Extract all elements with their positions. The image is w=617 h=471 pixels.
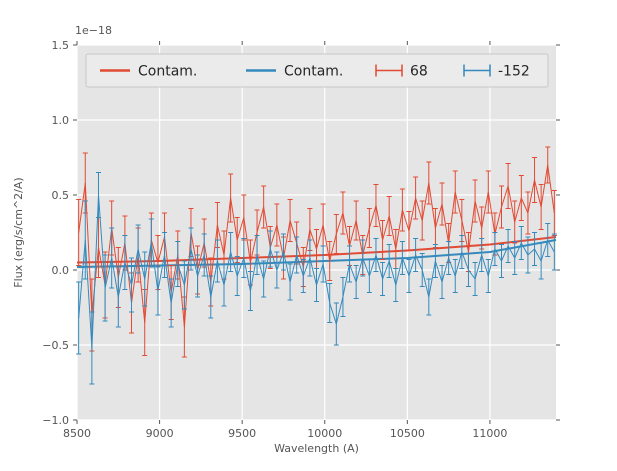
x-tick-label: 10000 xyxy=(307,427,342,440)
legend-entry: Contam. xyxy=(100,64,197,80)
y-tick-label: −0.5 xyxy=(42,339,69,352)
series-line xyxy=(76,239,557,268)
y-tick-label: 0.5 xyxy=(52,189,70,202)
y-tick-label: 0.0 xyxy=(52,264,70,277)
series-line xyxy=(78,194,555,349)
y-tick-label: 1.5 xyxy=(52,39,70,52)
y-tick-label: −1.0 xyxy=(42,414,69,427)
errorbar-series--152 xyxy=(76,172,557,385)
x-tick-label: 9000 xyxy=(146,427,174,440)
legend-label: 68 xyxy=(410,64,428,80)
y-axis-label: Flux (erg/s/cm^2/A) xyxy=(12,177,25,287)
y-tick-label: 1.0 xyxy=(52,114,70,127)
x-axis-label: Wavelength (A) xyxy=(274,442,359,455)
legend-label: -152 xyxy=(498,64,530,80)
legend-label: Contam. xyxy=(284,64,343,80)
x-tick-label: 11000 xyxy=(472,427,507,440)
legend-label: Contam. xyxy=(138,64,197,80)
y-axis-offset-text: 1e−18 xyxy=(75,24,112,37)
tick-marks xyxy=(73,41,560,424)
contam-line-contam- xyxy=(76,239,557,268)
series-line xyxy=(78,164,555,328)
gridlines xyxy=(76,44,556,421)
legend-entry: Contam. xyxy=(246,64,343,80)
x-tick-label: 8500 xyxy=(63,427,91,440)
x-tick-label: 9500 xyxy=(228,427,256,440)
x-tick-label: 10500 xyxy=(390,427,425,440)
contam-line-contam- xyxy=(76,236,557,264)
legend-entry: -152 xyxy=(463,64,530,80)
legend: Contam. Contam. 68 -152 xyxy=(85,53,549,88)
tick-labels: 8500 9000 9500 10000 10500 11000 −1.0 −0.5 0.0 0.… xyxy=(42,39,507,440)
series-line xyxy=(76,236,557,264)
legend-entry: 68 xyxy=(375,64,428,80)
legend-box xyxy=(85,53,549,88)
